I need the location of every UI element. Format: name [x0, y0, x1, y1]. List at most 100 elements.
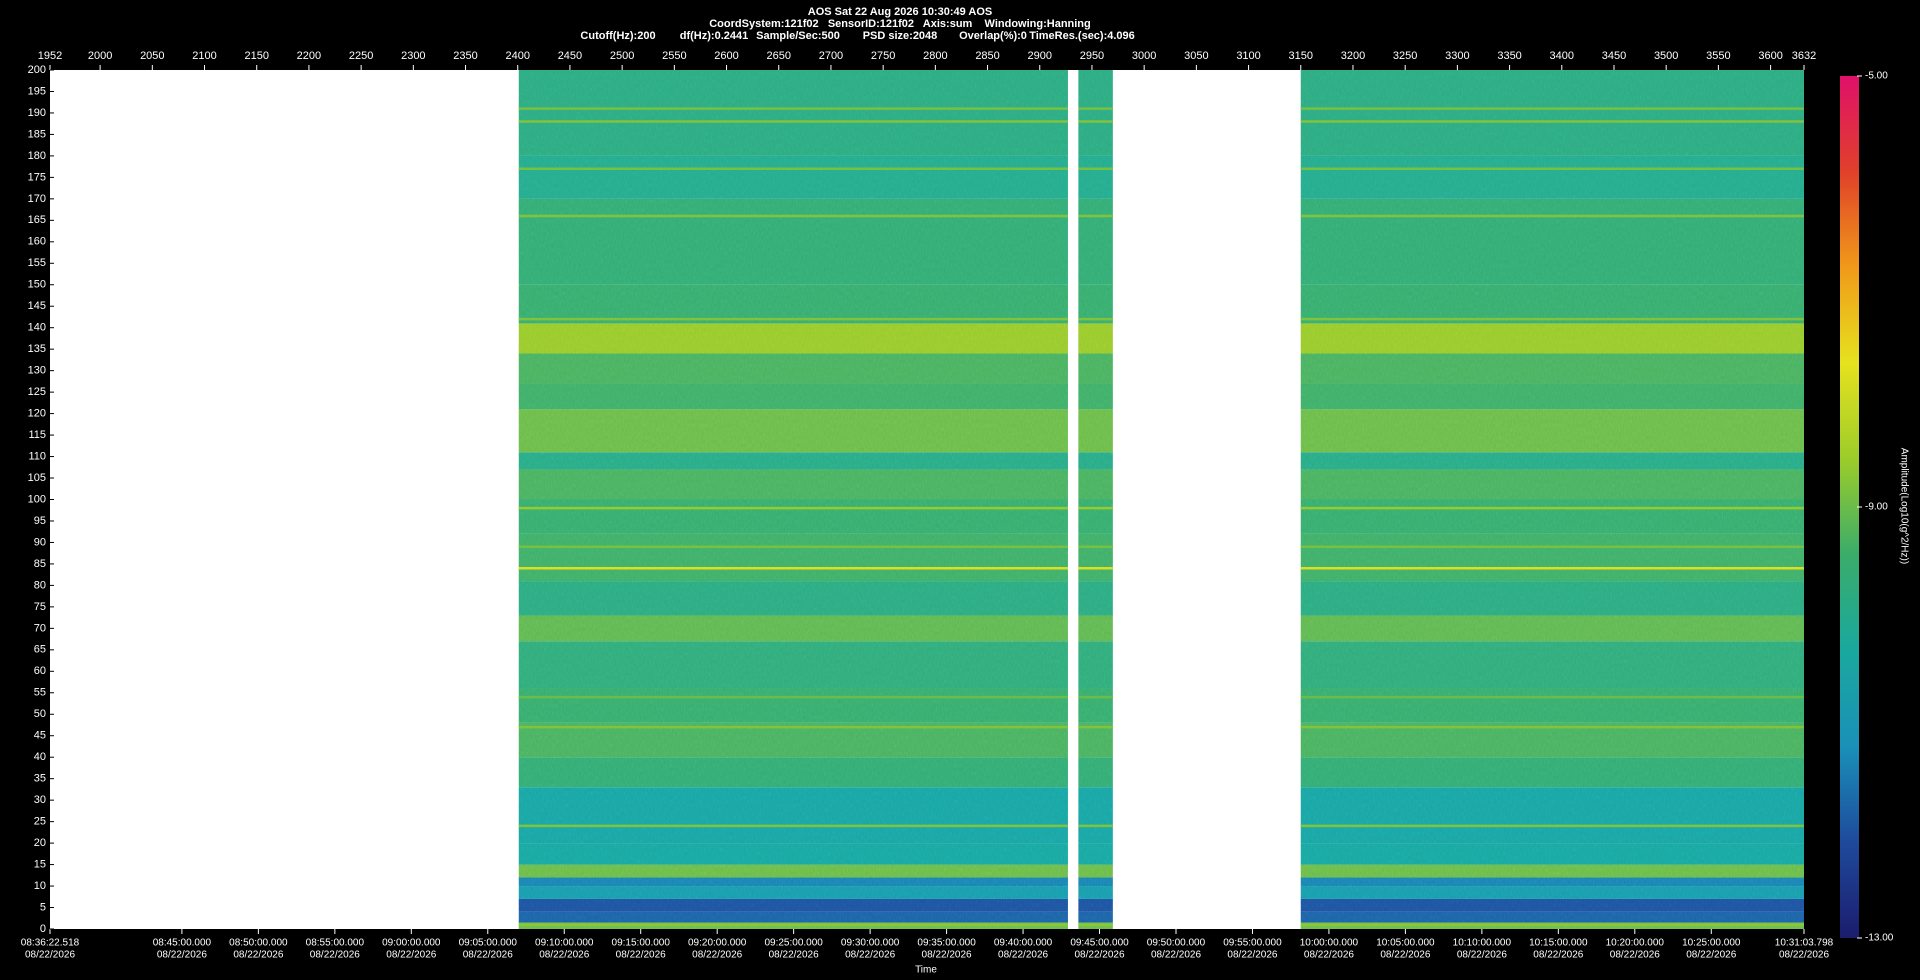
y-tick-label: 110 — [28, 450, 46, 462]
x-tick-label: 3200 — [1341, 50, 1365, 62]
x-tick-label: 2500 — [610, 50, 634, 62]
time-tick-label: 08:36:22.518 — [21, 938, 80, 949]
x-tick-label: 2800 — [923, 50, 947, 62]
x-tick-label: 2600 — [714, 50, 738, 62]
time-tick-label: 09:20:00.000 — [688, 938, 747, 949]
y-tick-label: 160 — [28, 236, 46, 248]
title: AOS Sat 22 Aug 2026 10:30:49 AOS — [808, 6, 992, 18]
x-tick-label: 3600 — [1758, 50, 1782, 62]
time-tick-date: 08/22/2026 — [539, 950, 589, 961]
y-tick-label: 70 — [34, 622, 46, 634]
x-tick-label: 2200 — [297, 50, 321, 62]
time-tick-label: 09:55:00.000 — [1223, 938, 1282, 949]
time-tick-label: 09:00:00.000 — [382, 938, 441, 949]
subtitle: CoordSystem:121f02 SensorID:121f02 Axis:… — [709, 18, 1091, 30]
y-tick-label: 50 — [34, 708, 46, 720]
x-tick-label: 2350 — [453, 50, 477, 62]
time-tick-label: 08:55:00.000 — [306, 938, 365, 949]
y-tick-label: 125 — [28, 386, 46, 398]
y-tick-label: 175 — [28, 171, 46, 183]
x-tick-label: 2650 — [767, 50, 791, 62]
x-tick-label: 1952 — [38, 50, 62, 62]
y-tick-label: 45 — [34, 730, 46, 742]
time-tick-label: 09:50:00.000 — [1147, 938, 1206, 949]
x-tick-label: 3300 — [1445, 50, 1469, 62]
time-tick-label: 10:00:00.000 — [1300, 938, 1359, 949]
spectrogram — [518, 70, 1804, 929]
setting-label: Cutoff(Hz):200 — [580, 30, 655, 42]
y-tick-label: 170 — [28, 193, 46, 205]
setting-label: df(Hz):0.2441 — [680, 30, 748, 42]
x-tick-label: 3050 — [1184, 50, 1208, 62]
y-tick-label: 75 — [34, 601, 46, 613]
y-tick-label: 35 — [34, 773, 46, 785]
x-tick-label: 3632 — [1792, 50, 1816, 62]
x-tick-label: 2250 — [349, 50, 373, 62]
x-tick-label: 3400 — [1550, 50, 1574, 62]
time-tick-date: 08/22/2026 — [1074, 950, 1124, 961]
colorbar — [1840, 76, 1859, 938]
time-tick-date: 08/22/2026 — [769, 950, 819, 961]
time-tick-date: 08/22/2026 — [1304, 950, 1354, 961]
time-tick-date: 08/22/2026 — [1227, 950, 1277, 961]
y-tick-label: 20 — [34, 837, 46, 849]
time-tick-label: 10:10:00.000 — [1453, 938, 1512, 949]
time-tick-label: 09:40:00.000 — [994, 938, 1053, 949]
x-tick-label: 3550 — [1706, 50, 1730, 62]
setting-label: TimeRes.(sec):4.096 — [1029, 30, 1135, 42]
y-tick-label: 25 — [34, 816, 46, 828]
y-tick-label: 100 — [28, 493, 46, 505]
x-tick-label: 2450 — [558, 50, 582, 62]
time-tick-date: 08/22/2026 — [1533, 950, 1583, 961]
y-tick-label: 115 — [28, 429, 46, 441]
x-tick-label: 2400 — [505, 50, 529, 62]
y-tick-label: 95 — [34, 515, 46, 527]
y-tick-label: 180 — [28, 150, 46, 162]
time-tick-date: 08/22/2026 — [616, 950, 666, 961]
x-tick-label: 2150 — [244, 50, 268, 62]
y-tick-label: 15 — [34, 858, 46, 870]
time-tick-date: 08/22/2026 — [1151, 950, 1201, 961]
y-tick-label: 200 — [28, 64, 46, 76]
y-tick-label: 165 — [28, 214, 46, 226]
time-tick-date: 08/22/2026 — [233, 950, 283, 961]
time-tick-label: 09:10:00.000 — [535, 938, 594, 949]
time-tick-date: 08/22/2026 — [157, 950, 207, 961]
time-tick-date: 08/22/2026 — [25, 950, 75, 961]
y-tick-label: 105 — [28, 472, 46, 484]
time-tick-date: 08/22/2026 — [1686, 950, 1736, 961]
setting-label: Sample/Sec:500 — [756, 30, 840, 42]
colorbar-label: Amplitude(Log10(g^2/Hz)) — [1898, 448, 1909, 564]
time-tick-date: 08/22/2026 — [922, 950, 972, 961]
time-tick-date: 08/22/2026 — [1457, 950, 1507, 961]
time-tick-label: 10:20:00.000 — [1606, 938, 1665, 949]
y-tick-label: 55 — [34, 687, 46, 699]
y-tick-label: 85 — [34, 558, 46, 570]
x-tick-label: 2100 — [192, 50, 216, 62]
noise-texture — [1078, 70, 1113, 929]
time-tick-date: 08/22/2026 — [463, 950, 513, 961]
y-tick-label: 10 — [34, 880, 46, 892]
y-tick-label: 40 — [34, 751, 46, 763]
y-tick-label: 185 — [28, 128, 46, 140]
y-tick-label: 30 — [34, 794, 46, 806]
time-tick-date: 08/22/2026 — [1380, 950, 1430, 961]
x-tick-label: 3350 — [1497, 50, 1521, 62]
y-tick-label: 135 — [28, 343, 46, 355]
x-tick-label: 2300 — [401, 50, 425, 62]
y-tick-label: 140 — [28, 322, 46, 334]
x-tick-label: 3100 — [1236, 50, 1260, 62]
time-tick-label: 09:05:00.000 — [459, 938, 518, 949]
colorbar-tick-label: -5.00 — [1865, 71, 1888, 82]
time-tick-date: 08/22/2026 — [386, 950, 436, 961]
x-tick-label: 2950 — [1080, 50, 1104, 62]
x-tick-label: 2000 — [88, 50, 112, 62]
y-tick-label: 195 — [28, 85, 46, 97]
x-tick-label: 2900 — [1028, 50, 1052, 62]
time-tick-label: 09:30:00.000 — [841, 938, 900, 949]
y-tick-label: 155 — [28, 257, 46, 269]
x-tick-label: 2750 — [871, 50, 895, 62]
time-tick-label: 10:31:03.798 — [1775, 938, 1834, 949]
